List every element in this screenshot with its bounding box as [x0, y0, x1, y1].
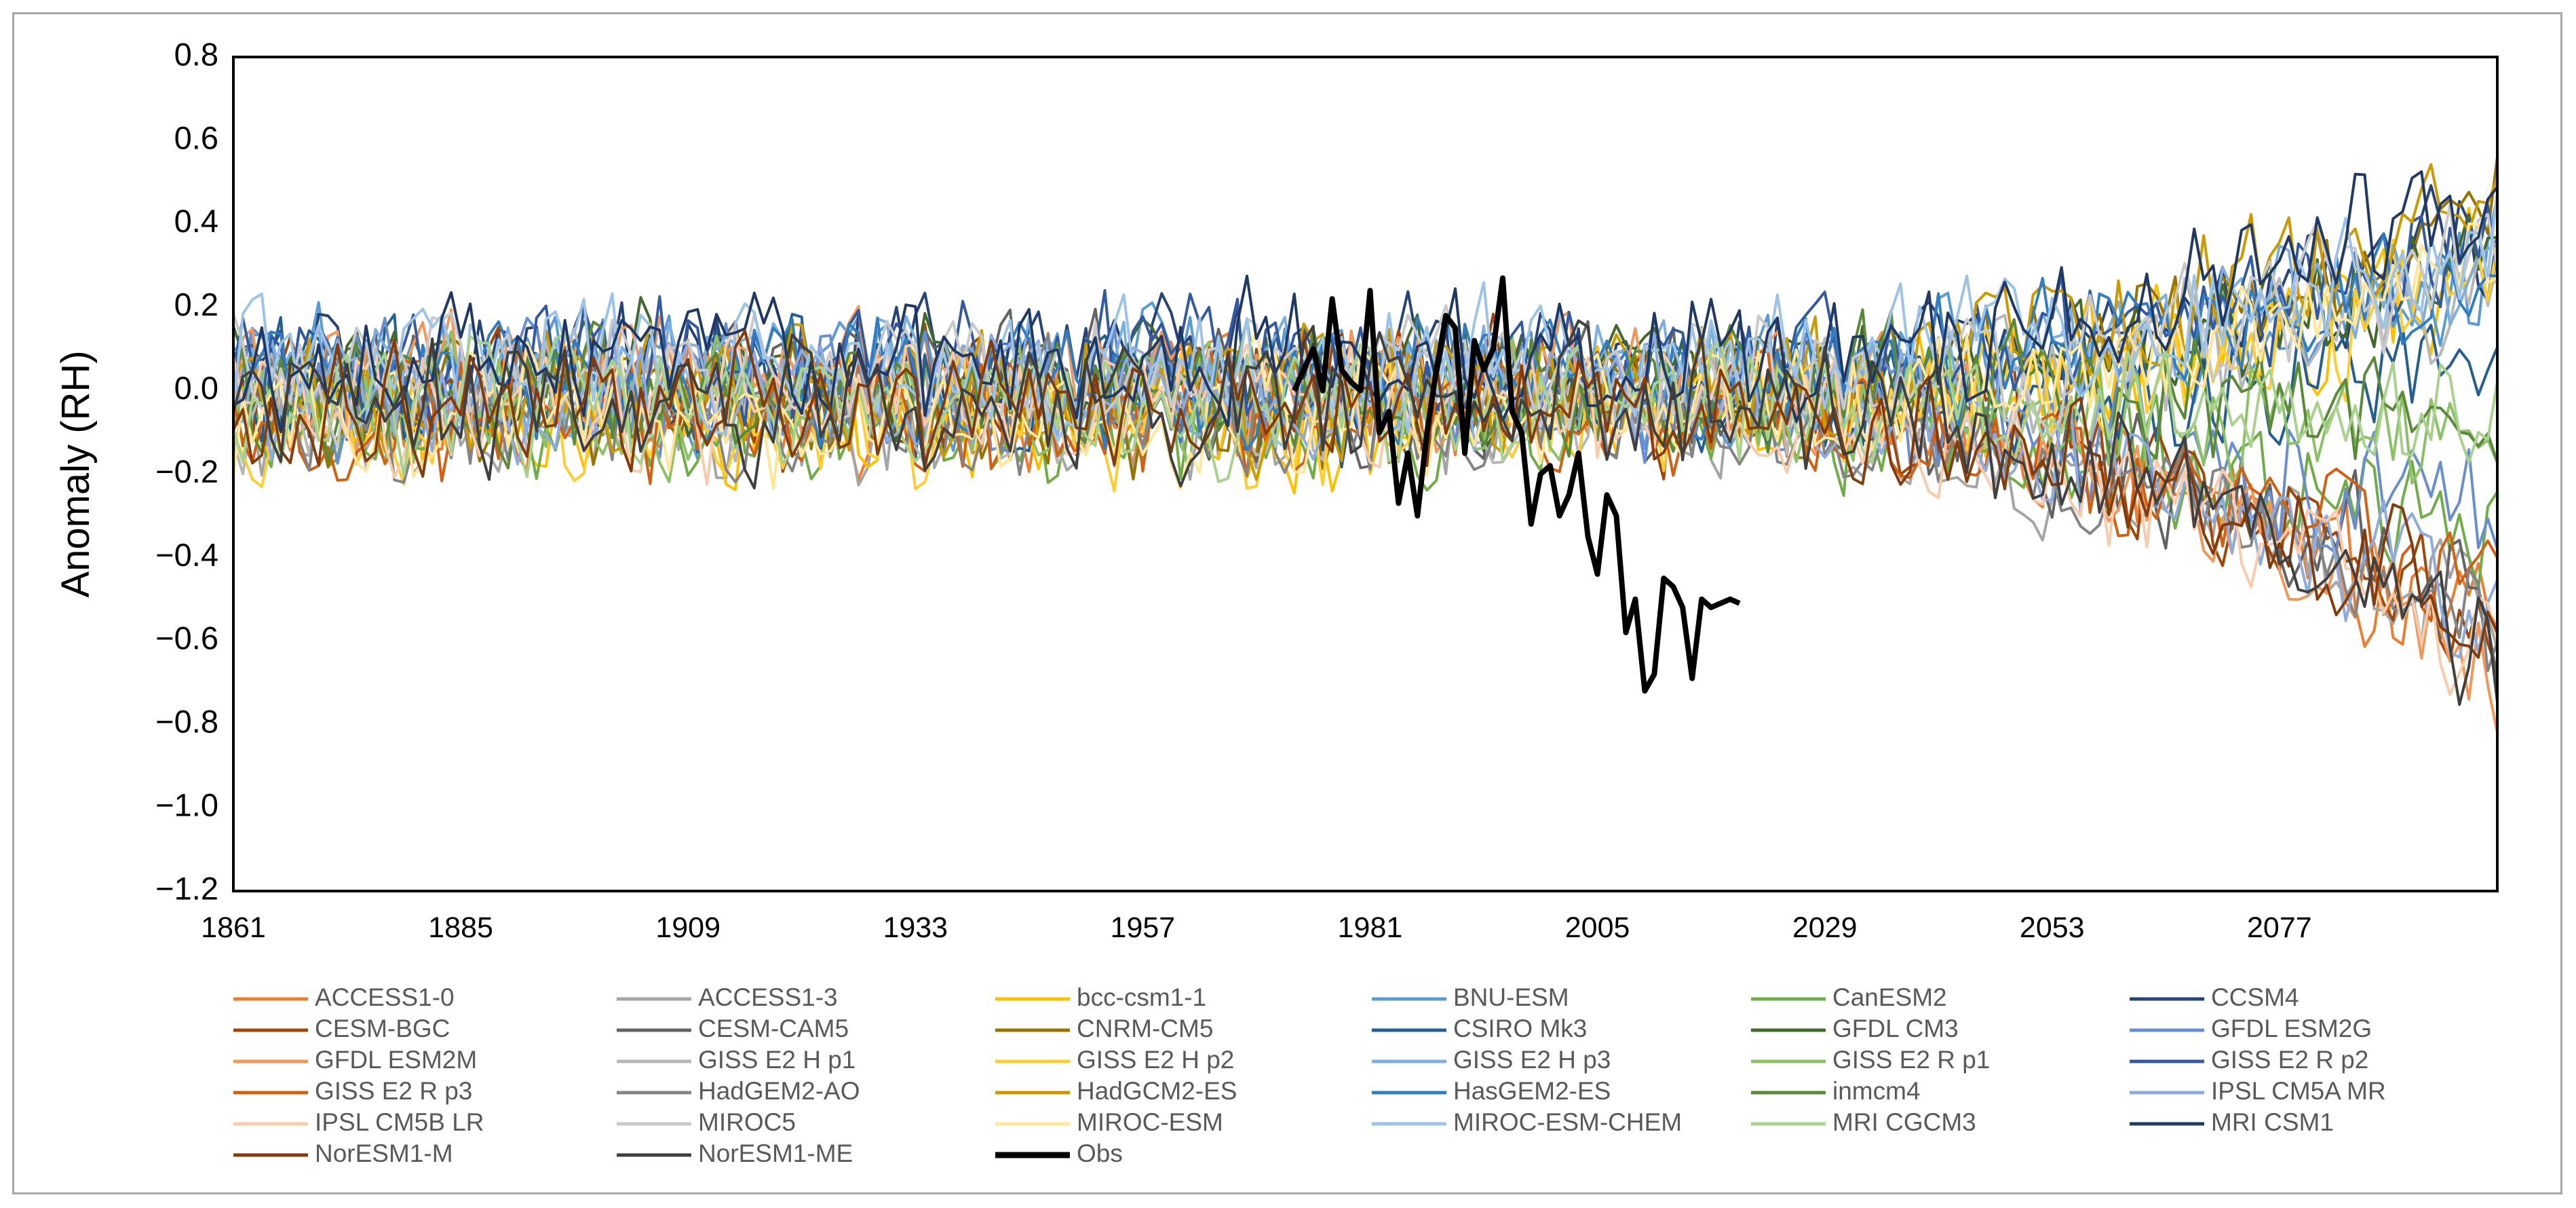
- series-line-noresm1-me: [232, 319, 2499, 706]
- legend-label-obs: Obs: [1077, 1139, 1123, 1167]
- legend-label-bnu-esm: BNU-ESM: [1453, 983, 1569, 1011]
- legend-label-giss-e2-r-p1: GISS E2 R p1: [1832, 1046, 1990, 1074]
- y-tick-label: 0.4: [174, 203, 218, 239]
- legend-label-gfdl-esm2g: GFDL ESM2G: [2211, 1015, 2372, 1042]
- y-tick-label: 0.6: [174, 119, 218, 155]
- legend-label-giss-e2-r-p3: GISS E2 R p3: [315, 1077, 472, 1105]
- legend-label-ccsm4: CCSM4: [2211, 983, 2299, 1011]
- legend-label-cesm-bgc: CESM-BGC: [315, 1015, 450, 1042]
- legend-label-giss-e2-r-p2: GISS E2 R p2: [2211, 1046, 2368, 1074]
- legend-label-miroc-esm: MIROC-ESM: [1077, 1108, 1223, 1136]
- x-axis: 1861 1885 1909 1933 1957 1981 2005 2029 2053 2077: [201, 911, 2312, 944]
- y-tick-label: −1.0: [155, 787, 218, 823]
- legend: ACCESS1-0 ACCESS1-3 bcc-csm1-1 BNU-ESM CanES…: [233, 983, 2386, 1167]
- legend-label-ipsl-cm5a-mr: IPSL CM5A MR: [2211, 1077, 2386, 1105]
- legend-label-noresm1-me: NorESM1-ME: [698, 1139, 853, 1167]
- x-tick-label: 1933: [883, 911, 948, 944]
- x-tick-label: 2053: [2020, 911, 2085, 944]
- legend-label-inmcm4: inmcm4: [1832, 1077, 1921, 1105]
- legend-label-miroc5: MIROC5: [698, 1108, 796, 1136]
- y-axis-label: Anomaly (RH): [54, 350, 98, 597]
- legend-label-mri-cgcm3: MRI CGCM3: [1832, 1108, 1976, 1136]
- x-tick-label: 1981: [1338, 911, 1403, 944]
- y-tick-label: 0.0: [174, 370, 218, 406]
- series-line-obs: [1292, 275, 1741, 694]
- legend-label-hadgcm2-es: HadGCM2-ES: [1077, 1077, 1237, 1105]
- legend-label-cesm-cam5: CESM-CAM5: [698, 1015, 849, 1042]
- legend-label-miroc-esm-chem: MIROC-ESM-CHEM: [1453, 1108, 1682, 1136]
- legend-label-noresm1-m: NorESM1-M: [315, 1139, 453, 1167]
- y-tick-label: −0.6: [155, 620, 218, 656]
- plot-border: [232, 56, 2499, 892]
- legend-label-giss-e2-h-p1: GISS E2 H p1: [698, 1046, 856, 1074]
- legend-label-cnrm-cm5: CNRM-CM5: [1077, 1015, 1213, 1042]
- y-tick-label: −0.4: [155, 537, 218, 573]
- x-tick-label: 2029: [1792, 911, 1858, 944]
- legend-label-csiro-mk3: CSIRO Mk3: [1453, 1015, 1587, 1042]
- series-line-giss-e2-r-p1: [232, 330, 2499, 485]
- line-chart: −1.2−1.0−0.8−0.6−0.4−0.20.00.20.40.60.8 …: [54, 36, 2499, 1167]
- chart-frame: −1.2 −1.0 −0.8 −0.6 −0.4 −0.2 0.0 0.2 0.4 0.6 0.8 …: [12, 12, 2562, 1194]
- legend-label-mri-csm1: MRI CSM1: [2211, 1108, 2334, 1136]
- legend-label-access1-0: ACCESS1-0: [315, 983, 455, 1011]
- y-tick-label: −0.2: [155, 453, 218, 489]
- legend-label-canesm2: CanESM2: [1832, 983, 1947, 1011]
- series-line-hadgcm2-es: [232, 163, 2499, 481]
- y-axis: −1.2 −1.0 −0.8 −0.6 −0.4 −0.2 0.0 0.2 0.4 0.6 0.8: [155, 36, 218, 906]
- x-tick-label: 1885: [428, 911, 493, 944]
- obs-layer: [1292, 275, 1741, 694]
- legend-label-gfdl-cm3: GFDL CM3: [1832, 1015, 1959, 1042]
- legend-label-giss-e2-h-p2: GISS E2 H p2: [1077, 1046, 1234, 1074]
- legend-label-access1-3: ACCESS1-3: [698, 983, 838, 1011]
- y-tick-label: 0.8: [174, 36, 218, 72]
- legend-label-giss-e2-h-p3: GISS E2 H p3: [1453, 1046, 1611, 1074]
- y-tick-label: −0.8: [155, 704, 218, 740]
- y-tick-label: 0.2: [174, 286, 218, 322]
- legend-label-bcc-csm1-1: bcc-csm1-1: [1077, 983, 1206, 1011]
- legend-label-gfdl-esm2m: GFDL ESM2M: [315, 1046, 477, 1074]
- legend-label-hasgem2-es: HasGEM2-ES: [1453, 1077, 1611, 1105]
- x-tick-label: 2077: [2247, 911, 2312, 944]
- x-tick-label: 1957: [1111, 911, 1176, 944]
- legend-label-hadgem2-ao: HadGEM2-AO: [698, 1077, 860, 1105]
- x-tick-label: 1861: [201, 911, 266, 944]
- series-line-noresm1-m: [232, 329, 2499, 659]
- series-line-mri-csm1: [232, 170, 2499, 434]
- x-tick-label: 1909: [655, 911, 720, 944]
- legend-label-ipsl-cm5b-lr: IPSL CM5B LR: [315, 1108, 484, 1136]
- x-tick-label: 2005: [1565, 911, 1630, 944]
- y-tick-label: −1.2: [155, 870, 218, 906]
